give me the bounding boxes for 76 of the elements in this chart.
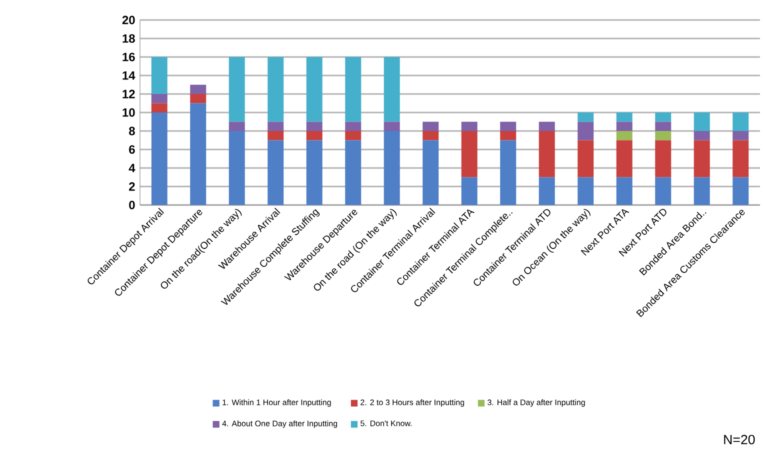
bar (306, 131, 322, 140)
legend-label: 5. Don't Know. (360, 420, 412, 426)
bar (345, 122, 362, 132)
bar (616, 131, 632, 140)
y-tick-label: 4 (128, 164, 136, 172)
bar (345, 131, 362, 140)
legend-label: 2. 2 to 3 Hours after Inputting (360, 399, 464, 407)
legend-label: 4. About One Day after Inputting (222, 420, 338, 428)
y-tick-label: 16 (122, 52, 135, 62)
bar (384, 122, 400, 132)
bar (384, 57, 400, 122)
bar (151, 103, 168, 113)
bar (461, 131, 478, 178)
text: N=20 (724, 434, 755, 444)
bar (732, 131, 749, 140)
bar (461, 122, 478, 132)
bar (422, 131, 439, 140)
bar (578, 112, 594, 122)
bar (268, 140, 284, 206)
y-tick-label: 20 (122, 16, 135, 24)
bar (694, 177, 710, 206)
bar (190, 94, 206, 104)
bar (732, 177, 749, 206)
bar (306, 122, 322, 132)
bar (694, 131, 710, 140)
bar (616, 112, 632, 122)
bar (422, 122, 439, 132)
y-tick-label: 14 (122, 71, 136, 80)
bar (655, 140, 672, 178)
legend-label: 1. Within 1 Hour after Inputting (222, 399, 331, 407)
bar (306, 57, 322, 122)
bar (732, 112, 749, 132)
bar (151, 94, 168, 104)
bar (384, 131, 400, 206)
bar (345, 140, 362, 206)
bar (694, 140, 710, 178)
y-tick-label: 8 (128, 126, 135, 136)
bar (345, 57, 362, 122)
bar (461, 177, 478, 206)
bar (228, 57, 245, 122)
bar (616, 177, 632, 206)
bar (655, 122, 672, 132)
y-tick-label: 18 (122, 34, 135, 43)
bar (500, 140, 516, 206)
bar (190, 103, 206, 206)
bar (306, 140, 322, 206)
bar (578, 122, 594, 140)
bar (268, 122, 284, 132)
bar (655, 112, 672, 122)
y-tick-label: 12 (122, 90, 135, 98)
y-tick-label: 2 (129, 182, 135, 191)
bar (694, 112, 710, 132)
bar (732, 140, 749, 178)
bar (500, 131, 516, 140)
bar (228, 122, 245, 132)
bar (538, 122, 555, 132)
bar (268, 57, 284, 122)
y-tick-label: 10 (122, 108, 135, 117)
bar (151, 112, 168, 206)
bar (268, 131, 284, 140)
bar (578, 177, 594, 206)
bar (190, 84, 206, 94)
bar (538, 131, 555, 178)
bar (616, 122, 632, 132)
y-tick-label: 6 (129, 145, 135, 154)
bar (616, 140, 632, 178)
bar (422, 140, 439, 206)
bar (578, 140, 594, 178)
bar (151, 57, 168, 94)
y-tick-label: 0 (129, 200, 135, 210)
bar (538, 177, 555, 206)
legend-label: 3. Half a Day after Inputting (488, 399, 585, 407)
bar (500, 122, 516, 132)
bar (655, 177, 672, 206)
bar (655, 131, 672, 140)
bar (228, 131, 245, 206)
